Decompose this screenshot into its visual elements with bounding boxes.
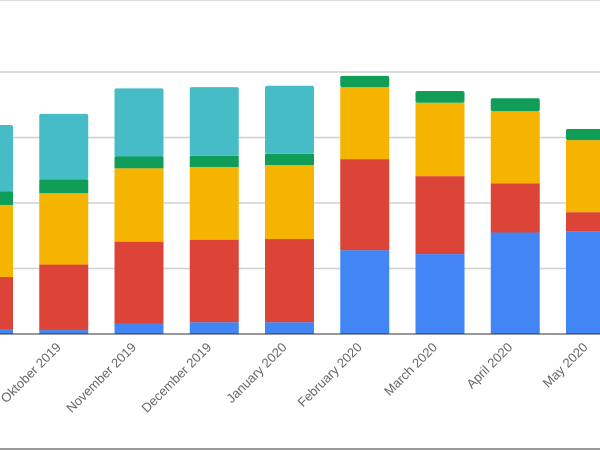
x-tick-label: March 2020 <box>381 340 440 399</box>
bar-segment-series-4[interactable] <box>566 128 600 141</box>
x-tick-label: April 2020 <box>463 340 515 392</box>
bar-segment-series-4[interactable] <box>415 90 465 103</box>
bar-segment-series-2[interactable] <box>0 277 13 330</box>
bar-segment-series-1[interactable] <box>415 254 465 334</box>
x-tick-label: May 2020 <box>540 340 591 391</box>
bar-segment-series-3[interactable] <box>39 193 89 265</box>
bar-segment-series-5[interactable] <box>189 87 239 156</box>
bar-segment-series-1[interactable] <box>265 322 314 334</box>
x-tick-label: December 2019 <box>138 340 214 416</box>
bar-segment-series-1[interactable] <box>114 323 164 334</box>
bar-segment-series-5[interactable] <box>114 88 164 157</box>
bar-segment-series-3[interactable] <box>415 102 465 177</box>
bar-segment-series-2[interactable] <box>39 264 89 331</box>
bar-segment-series-4[interactable] <box>490 98 540 112</box>
x-tick-label: February 2020 <box>294 340 364 410</box>
bar-segment-series-2[interactable] <box>189 239 239 323</box>
bars <box>0 75 600 334</box>
bar-segment-series-2[interactable] <box>265 239 314 323</box>
bar-segment-series-2[interactable] <box>490 183 540 233</box>
bar-segment-series-2[interactable] <box>114 241 164 324</box>
x-tick-label: Oktober 2019 <box>0 340 64 406</box>
bar-segment-series-5[interactable] <box>39 113 89 180</box>
bar-segment-series-3[interactable] <box>490 111 540 184</box>
bar-segment-series-2[interactable] <box>340 159 390 251</box>
bar-segment-series-4[interactable] <box>265 153 314 166</box>
bar-segment-series-1[interactable] <box>0 329 13 334</box>
bar-segment-series-3[interactable] <box>114 168 164 242</box>
x-tick-labels: Oktober 2019 November 2019 December 2019 Ja… <box>0 340 591 416</box>
bar-segment-series-4[interactable] <box>189 155 239 167</box>
bar-segment-series-1[interactable] <box>490 232 540 334</box>
bar-segment-series-5[interactable] <box>0 125 13 192</box>
bar-segment-series-4[interactable] <box>0 191 13 205</box>
bar-segment-series-3[interactable] <box>340 87 390 160</box>
bar-segment-series-2[interactable] <box>415 176 465 255</box>
bar-segment-series-1[interactable] <box>189 322 239 334</box>
bar-segment-series-3[interactable] <box>566 140 600 213</box>
bar-segment-series-1[interactable] <box>566 231 600 334</box>
bar-segment-series-4[interactable] <box>340 75 390 88</box>
bar-segment-series-5[interactable] <box>265 85 314 154</box>
bar-segment-series-4[interactable] <box>39 179 89 194</box>
bar-segment-series-2[interactable] <box>566 212 600 232</box>
x-tick-label: November 2019 <box>63 340 139 416</box>
bar-segment-series-4[interactable] <box>114 156 164 169</box>
bar-segment-series-1[interactable] <box>340 250 390 334</box>
bar-segment-series-3[interactable] <box>0 204 13 278</box>
bar-segment-series-1[interactable] <box>39 330 89 334</box>
bar-segment-series-3[interactable] <box>189 166 239 240</box>
bar-segment-series-3[interactable] <box>265 165 314 240</box>
x-tick-label: January 2020 <box>223 340 289 406</box>
